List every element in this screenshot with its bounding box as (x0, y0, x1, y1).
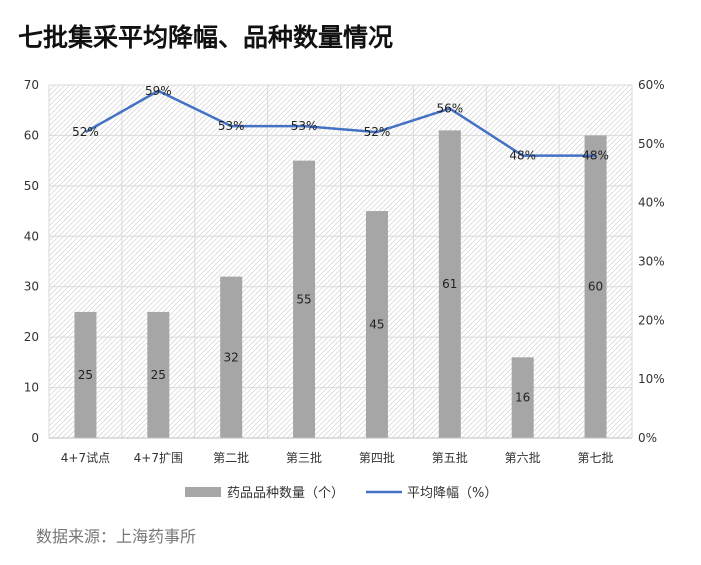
y-right-tick: 40% (638, 196, 665, 210)
y-right-tick: 50% (638, 137, 665, 151)
legend: 药品品种数量（个） 平均降幅（%） (185, 486, 497, 501)
bar-label-7: 60 (588, 280, 603, 294)
bar-3 (293, 160, 316, 438)
y-left-tick: 30 (24, 280, 39, 294)
line-label-6: 48% (509, 149, 536, 163)
bar-label-0: 25 (78, 368, 93, 382)
decline-line (84, 89, 596, 157)
y-axis-right: 0% 10% 20% 30% 40% 50% 60% (638, 78, 665, 445)
x-axis: 4+7试点 4+7扩围 第二批 第三批 第四批 第五批 第六批 第七批 (49, 437, 632, 465)
bar-5 (438, 130, 461, 438)
data-source-note: 数据来源：上海药事所 (36, 527, 197, 546)
legend-bar-swatch (185, 487, 221, 497)
x-tick-label: 第三批 (286, 450, 322, 465)
y-left-tick: 50 (24, 179, 39, 193)
x-tick-label: 4+7扩围 (134, 451, 183, 465)
line-series (84, 89, 596, 157)
y-right-tick: 20% (638, 313, 665, 327)
y-right-tick: 30% (638, 255, 665, 269)
gridlines (48, 84, 633, 439)
line-label-0: 52% (72, 125, 99, 139)
bar-label-3: 55 (296, 292, 311, 306)
y-left-tick: 40 (24, 229, 39, 243)
bar-series (74, 130, 607, 438)
chart-title: 七批集采平均降幅、品种数量情况 (18, 23, 394, 52)
bar-4 (365, 211, 388, 438)
bar-data-labels: 25 25 32 55 45 61 16 60 (78, 277, 603, 404)
legend-line-label: 平均降幅（%） (407, 486, 497, 501)
legend-bar-label: 药品品种数量（个） (227, 486, 344, 501)
y-right-tick: 10% (638, 372, 665, 386)
line-label-7: 48% (582, 149, 609, 163)
y-left-tick: 10 (24, 381, 39, 395)
bar-6 (511, 357, 534, 438)
bar-0 (74, 311, 97, 438)
x-tick-label: 第七批 (578, 450, 614, 465)
y-axis-left: 0 10 20 30 40 50 60 70 (24, 78, 39, 445)
bar-7 (584, 135, 607, 438)
bar-1 (147, 311, 170, 438)
line-label-1: 59% (145, 84, 172, 98)
x-tick-label: 第六批 (505, 450, 541, 465)
bar-label-6: 16 (515, 391, 530, 405)
y-left-tick: 0 (31, 431, 39, 445)
bar-2 (220, 276, 243, 438)
chart: 25 25 32 55 45 61 16 60 52% 59% 53% 53% 52% 56% 48% 48… (24, 78, 665, 501)
line-label-2: 53% (218, 119, 245, 133)
line-data-labels: 52% 59% 53% 53% 52% 56% 48% 48% (72, 84, 609, 163)
x-tick-label: 第五批 (432, 450, 468, 465)
bar-label-2: 32 (224, 350, 239, 364)
y-left-tick: 70 (24, 78, 39, 92)
line-label-3: 53% (291, 119, 318, 133)
bar-label-4: 45 (369, 318, 384, 332)
line-label-5: 56% (436, 102, 463, 116)
y-left-tick: 20 (24, 330, 39, 344)
y-right-tick: 60% (638, 78, 665, 92)
bar-label-1: 25 (151, 368, 166, 382)
line-label-4: 52% (364, 125, 391, 139)
bar-label-5: 61 (442, 277, 457, 291)
x-tick-label: 4+7试点 (61, 450, 110, 465)
x-tick-label: 第二批 (213, 450, 249, 465)
x-tick-label: 第四批 (359, 450, 395, 465)
y-right-tick: 0% (638, 431, 657, 445)
y-left-tick: 60 (24, 128, 39, 142)
